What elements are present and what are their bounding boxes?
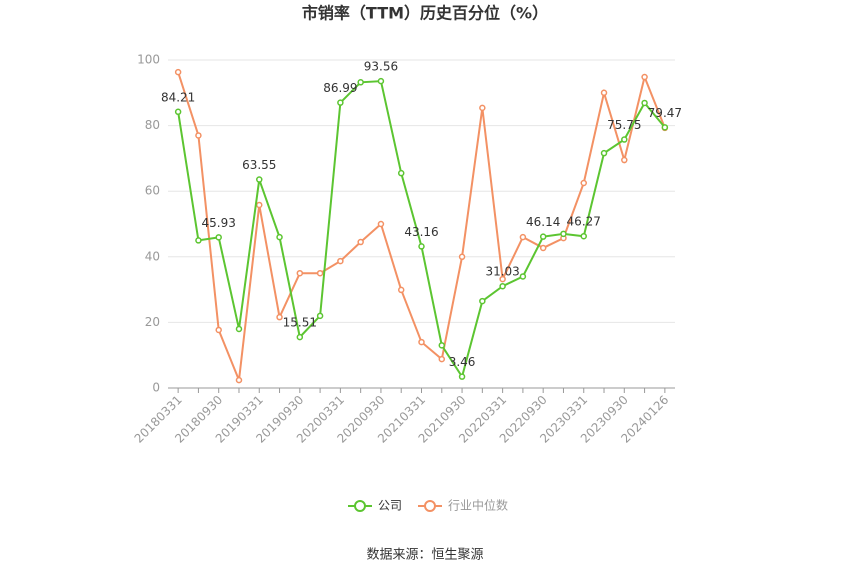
data-label: 84.21 xyxy=(161,90,195,104)
point xyxy=(621,156,628,164)
data-label: 63.55 xyxy=(242,158,276,172)
point xyxy=(397,169,405,177)
point xyxy=(600,149,608,157)
data-label: 15.51 xyxy=(283,316,317,330)
point xyxy=(377,220,385,228)
point xyxy=(316,312,324,320)
y-tick-label: 60 xyxy=(145,184,160,198)
point xyxy=(235,376,243,384)
point xyxy=(479,297,486,305)
point xyxy=(418,338,425,346)
legend-label: 公司 xyxy=(378,499,402,513)
point xyxy=(195,237,202,244)
data-label: 93.56 xyxy=(364,60,398,74)
point xyxy=(215,234,222,241)
point xyxy=(256,201,263,209)
point xyxy=(519,233,527,241)
data-label: 46.14 xyxy=(526,215,560,229)
point xyxy=(438,355,446,363)
point xyxy=(316,269,324,277)
point xyxy=(418,243,425,250)
point xyxy=(641,99,648,107)
point xyxy=(458,373,466,380)
point xyxy=(539,233,547,240)
legend-label: 行业中位数 xyxy=(448,498,508,513)
point xyxy=(580,179,587,187)
point xyxy=(174,108,182,116)
data-label: 3.46 xyxy=(449,355,476,369)
legend-marker xyxy=(354,500,366,512)
point xyxy=(479,104,486,112)
point xyxy=(458,253,466,261)
point xyxy=(296,333,304,341)
point xyxy=(337,99,344,106)
y-tick-label: 0 xyxy=(152,381,160,395)
chart-title: 市销率（TTM）历史百分位（%） xyxy=(302,4,548,23)
point xyxy=(397,286,405,294)
point xyxy=(438,342,446,349)
point xyxy=(519,273,527,280)
point xyxy=(256,176,263,183)
point xyxy=(621,136,628,143)
y-tick-label: 80 xyxy=(145,118,160,132)
point xyxy=(174,68,182,76)
data-label: 86.99 xyxy=(323,81,357,95)
data-label: 75.75 xyxy=(607,118,641,132)
data-label: 46.27 xyxy=(567,215,601,229)
data-label: 79.47 xyxy=(648,106,682,120)
point xyxy=(499,282,506,290)
point xyxy=(195,132,202,139)
point xyxy=(641,73,648,81)
y-tick-label: 20 xyxy=(145,315,160,329)
point xyxy=(580,232,587,240)
point xyxy=(296,269,304,277)
legend-marker xyxy=(424,500,436,512)
point xyxy=(215,326,222,334)
point xyxy=(560,230,567,238)
point xyxy=(499,275,506,283)
y-tick-label: 40 xyxy=(145,249,160,263)
point xyxy=(661,124,669,131)
point xyxy=(276,313,283,321)
point xyxy=(377,77,385,85)
y-tick-label: 100 xyxy=(137,53,160,67)
point xyxy=(357,238,364,246)
data-label: 31.03 xyxy=(485,265,519,279)
point xyxy=(600,89,608,97)
point xyxy=(276,233,283,241)
point xyxy=(337,257,344,265)
point xyxy=(235,325,243,333)
data-label: 43.16 xyxy=(404,225,438,239)
point xyxy=(357,79,364,86)
data-label: 45.93 xyxy=(202,216,236,230)
source: 数据来源：恒生聚源 xyxy=(366,548,483,563)
point xyxy=(539,244,547,252)
